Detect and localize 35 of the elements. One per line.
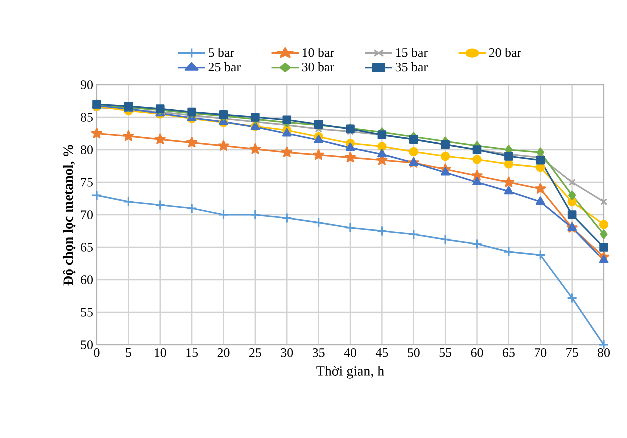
x-axis-title: Thời gian, h [316, 366, 384, 379]
legend-label: 10 bar [302, 48, 334, 58]
x-tick-label: 20 [218, 348, 230, 358]
y-tick-label: 60 [81, 276, 93, 284]
y-tick-label: 75 [81, 178, 93, 187]
x-tick-label: 25 [250, 348, 262, 358]
legend-label: 30 bar [302, 62, 334, 72]
x-tick-label: 45 [376, 348, 388, 358]
y-tick-label: 70 [81, 210, 93, 220]
y-tick-label: 65 [81, 243, 93, 252]
legend-label: 15 bar [396, 48, 428, 58]
x-tick-label: 70 [535, 348, 547, 358]
y-tick-label: 80 [81, 146, 93, 154]
x-tick-label: 40 [344, 348, 356, 358]
y-tick-label: 55 [81, 308, 93, 317]
x-tick-label: 5 [126, 348, 132, 358]
legend-label: 5 bar [209, 48, 234, 58]
x-tick-label: 50 [408, 348, 420, 358]
x-tick-label: 75 [566, 348, 578, 358]
x-tick-label: 0 [94, 348, 100, 358]
x-tick-label: 35 [312, 348, 325, 358]
legend-label: 25 bar [208, 62, 241, 72]
x-tick-label: 80 [598, 348, 610, 358]
y-tick-label: 90 [80, 80, 93, 90]
x-tick-label: 60 [471, 348, 484, 358]
y-axis-title: Độ chọn lọc metanol, % [63, 145, 76, 286]
x-tick-label: 55 [440, 348, 452, 358]
x-tick-label: 15 [186, 348, 198, 358]
x-tick-label: 10 [155, 348, 166, 358]
legend-label: 35 bar [396, 62, 428, 72]
legend-label: 20 bar [489, 48, 522, 58]
y-tick-label: 50 [81, 340, 93, 350]
x-tick-label: 30 [281, 348, 294, 358]
x-tick-label: 65 [503, 348, 515, 358]
y-tick-label: 85 [81, 113, 93, 122]
